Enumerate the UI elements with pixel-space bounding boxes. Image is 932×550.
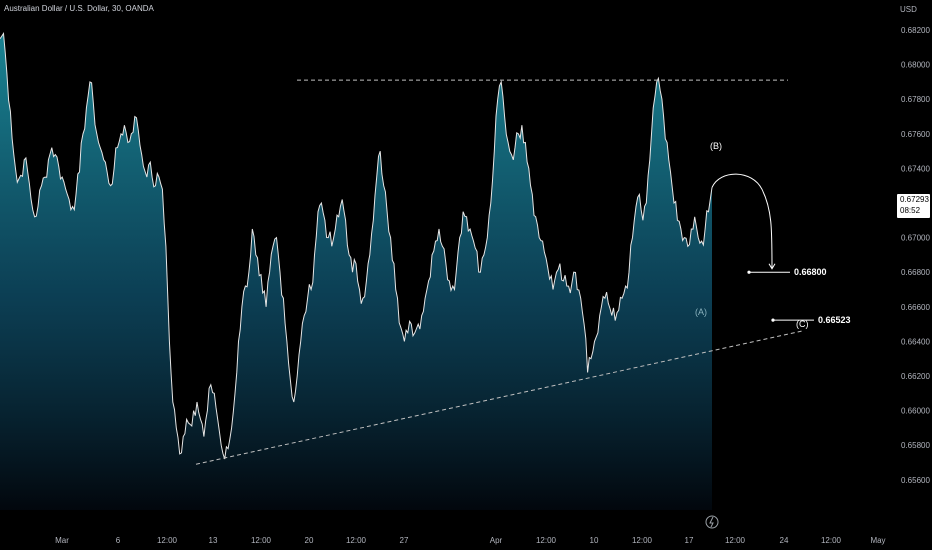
y-tick-label: 0.67000 xyxy=(901,234,930,243)
x-tick-label: 20 xyxy=(305,536,314,545)
x-axis[interactable]: Mar 6 12:00 13 12:00 20 12:00 27 Apr 12:00 10 12:00… xyxy=(55,536,885,545)
target-1-label: 0.66800 xyxy=(794,267,827,277)
projection-curve xyxy=(711,173,773,269)
lightning-icon[interactable] xyxy=(705,515,719,529)
x-tick-label: 13 xyxy=(209,536,218,545)
y-tick-label: 0.66800 xyxy=(901,268,930,277)
projection-arrowhead xyxy=(768,263,776,270)
y-tick-label: 0.65800 xyxy=(901,441,930,450)
x-tick-label: 24 xyxy=(780,536,789,545)
target-1: 0.66800 xyxy=(747,267,827,277)
x-tick-label: 12:00 xyxy=(536,536,557,545)
x-tick-label: 12:00 xyxy=(251,536,272,545)
wave-c-label: (C) xyxy=(796,319,809,329)
price-badge: 0.67293 08:52 xyxy=(897,194,930,218)
y-tick-label: 0.67800 xyxy=(901,95,930,104)
y-tick-label: 0.66200 xyxy=(901,372,930,381)
x-tick-label: 12:00 xyxy=(632,536,653,545)
y-tick-label: 0.68000 xyxy=(901,61,930,70)
x-tick-label: Apr xyxy=(490,536,503,545)
y-tick-label: 0.67400 xyxy=(901,164,930,173)
x-tick-label: 10 xyxy=(590,536,599,545)
x-tick-label: Mar xyxy=(55,536,69,545)
price-area xyxy=(0,33,712,510)
wave-a-label: (A) xyxy=(695,307,707,317)
x-tick-label: 12:00 xyxy=(346,536,367,545)
y-tick-label: 0.66000 xyxy=(901,407,930,416)
y-tick-label: 0.68200 xyxy=(901,26,930,35)
y-tick-label: 0.67600 xyxy=(901,130,930,139)
last-price: 0.67293 xyxy=(900,195,929,204)
target-2-dot xyxy=(771,318,775,322)
price-line xyxy=(0,32,713,460)
x-tick-label: 12:00 xyxy=(157,536,178,545)
y-axis[interactable]: 0.68200 0.68000 0.67800 0.67600 0.67400 0.672… xyxy=(901,26,930,485)
currency-label: USD xyxy=(900,5,917,14)
wave-b-label: (B) xyxy=(710,141,722,151)
chart-title: Australian Dollar / U.S. Dollar, 30, OAN… xyxy=(4,4,154,13)
plot-area[interactable] xyxy=(0,32,713,511)
x-tick-label: 12:00 xyxy=(821,536,842,545)
x-tick-label: 12:00 xyxy=(725,536,746,545)
target-2: 0.66523 xyxy=(771,315,851,325)
bar-countdown: 08:52 xyxy=(900,206,921,215)
target-2-label: 0.66523 xyxy=(818,315,851,325)
y-tick-label: 0.65600 xyxy=(901,476,930,485)
x-tick-label: May xyxy=(870,536,885,545)
support-trendline xyxy=(195,330,803,465)
x-tick-label: 6 xyxy=(116,536,121,545)
x-tick-label: 17 xyxy=(685,536,694,545)
target-1-dot xyxy=(747,270,751,274)
y-tick-label: 0.66400 xyxy=(901,337,930,346)
y-tick-label: 0.66600 xyxy=(901,303,930,312)
x-tick-label: 27 xyxy=(400,536,409,545)
